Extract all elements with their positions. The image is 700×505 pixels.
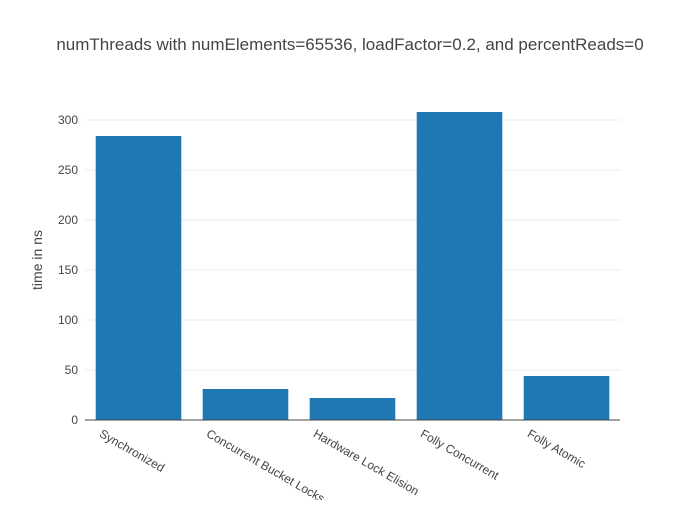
bar-concurrent-bucket-locks — [202, 389, 289, 420]
bar-folly-concurrent — [416, 112, 503, 420]
y-tick-label: 50 — [65, 363, 79, 377]
x-axis-ticks: Synchronized Concurrent Bucket LocksHardw… — [97, 426, 588, 505]
y-axis-ticks: 0 50 100 150 200 250 300 — [58, 113, 78, 427]
bar-hardware-lock-elision — [309, 398, 396, 420]
x-tick-label: Concurrent Bucket Locks — [204, 426, 327, 500]
chart-title: numThreads with numElements=65536, loadF… — [56, 35, 643, 54]
y-tick-label: 250 — [58, 163, 78, 177]
bars — [95, 112, 610, 420]
y-tick-label: 200 — [58, 213, 78, 227]
y-tick-label: 300 — [58, 113, 78, 127]
x-tick-label: Folly Concurrent — [418, 426, 502, 482]
x-tick-label: Folly Atomic — [525, 426, 588, 470]
y-tick-label: 150 — [58, 263, 78, 277]
y-tick-label: 100 — [58, 313, 78, 327]
bar-folly-atomic — [523, 376, 610, 420]
y-axis-title: time in ns — [29, 230, 45, 290]
bar-synchronized — [95, 136, 182, 420]
x-tick-label: Hardware Lock Elision — [311, 426, 421, 498]
x-tick-label: Synchronized — [97, 426, 167, 474]
y-tick-label: 0 — [71, 413, 78, 427]
